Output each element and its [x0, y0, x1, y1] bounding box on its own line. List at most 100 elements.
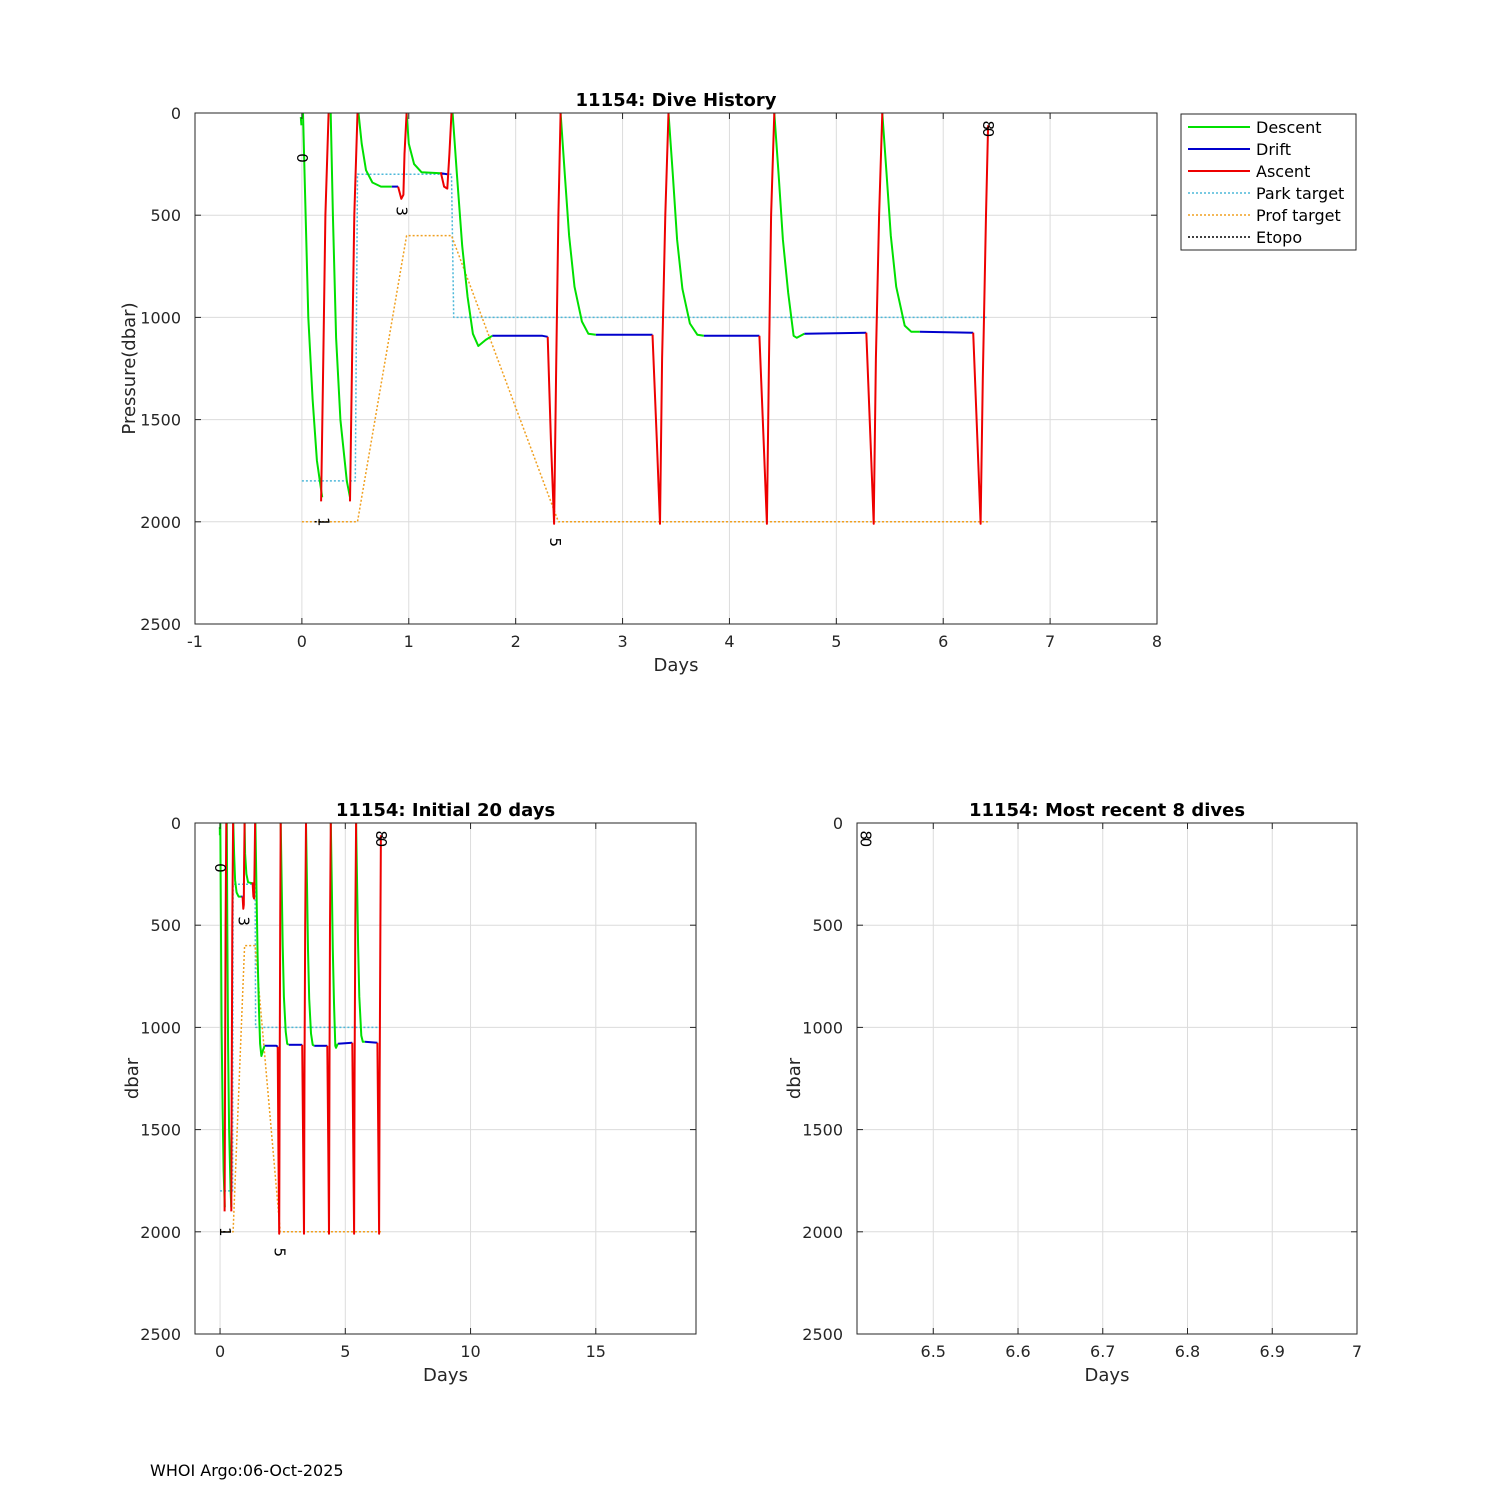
profile-label: 0: [979, 128, 997, 138]
chart-title: 11154: Dive History: [576, 90, 777, 111]
ascent-line: [439, 113, 453, 190]
x-tick-label: 4: [724, 632, 734, 651]
descent-line: [773, 113, 805, 339]
y-tick-label: 1500: [140, 411, 181, 430]
plot-area: [195, 823, 696, 1334]
legend-box: [1180, 113, 1357, 251]
y-tick-label: 1500: [140, 1121, 181, 1140]
ascent-line: [326, 823, 332, 1235]
descent-line: [357, 113, 392, 188]
y-tick-label: 2000: [802, 1223, 843, 1242]
ascent-line: [241, 823, 246, 910]
x-tick-label: 3: [617, 632, 627, 651]
descent-line: [329, 113, 351, 498]
axes-frame: [194, 112, 1158, 625]
prof_target-line: [301, 234, 989, 523]
ascent-line: [320, 113, 330, 502]
ascent-line: [651, 113, 670, 525]
footer-text: WHOI Argo:06-Oct-2025: [150, 1461, 344, 1480]
descent-line: [305, 823, 315, 1047]
x-tick-label: 1: [404, 632, 414, 651]
x-tick-label: 2: [511, 632, 521, 651]
legend-label: Descent: [1256, 118, 1322, 137]
profile-label: 5: [270, 1247, 288, 1257]
ascent-line: [349, 113, 359, 502]
profile-label: 5: [546, 537, 564, 547]
drift-line: [337, 1041, 353, 1045]
descent-line: [302, 113, 324, 498]
profile-label: 3: [234, 916, 252, 926]
data-layer: [299, 113, 990, 525]
x-tick-label: 6.8: [1175, 1342, 1200, 1361]
x-tick-label: 0: [215, 1342, 225, 1361]
y-tick-label: 2000: [140, 1223, 181, 1242]
y-tick-label: 0: [171, 814, 181, 833]
y-tick-label: 1500: [802, 1121, 843, 1140]
x-tick-label: 8: [1152, 632, 1162, 651]
x-tick-label: 6.5: [921, 1342, 946, 1361]
profile-label: 0: [211, 863, 229, 873]
ascent-line: [223, 823, 228, 1212]
drift-line: [264, 1044, 279, 1048]
park_target-line: [220, 883, 381, 1192]
descent-line: [299, 117, 303, 126]
x-tick-label: 5: [340, 1342, 350, 1361]
chart-title: 11154: Initial 20 days: [336, 800, 555, 821]
x-tick-label: 7: [1352, 1342, 1362, 1361]
y-tick-label: 1000: [140, 1018, 181, 1037]
ascent-line: [251, 823, 257, 900]
x-axis-label: Days: [1085, 1365, 1130, 1386]
ascent-line: [546, 113, 562, 525]
y-axis-label: dbar: [122, 1057, 143, 1099]
legend: Descent Drift Ascent Park target Prof target…: [1180, 113, 1357, 251]
x-tick-label: 7: [1045, 632, 1055, 651]
x-tick-label: 10: [460, 1342, 480, 1361]
descent-line: [279, 823, 290, 1046]
legend-label: Park target: [1256, 184, 1344, 203]
descent-line: [559, 113, 596, 336]
y-tick-label: 1000: [802, 1018, 843, 1037]
descent-line: [405, 113, 441, 175]
descent-line: [329, 823, 339, 1049]
descent-line: [355, 823, 365, 1043]
profile-label: 0: [856, 838, 874, 848]
y-tick-label: 2500: [140, 1325, 181, 1344]
x-tick-label: 6.9: [1260, 1342, 1285, 1361]
y-tick-label: 0: [171, 104, 181, 123]
x-tick-label: 5: [831, 632, 841, 651]
descent-line: [232, 823, 242, 898]
descent-line: [881, 113, 920, 333]
plot-area: [195, 113, 1157, 624]
ascent-line: [376, 835, 382, 1235]
profile-label: 3: [392, 206, 410, 216]
descent-line: [254, 823, 266, 1057]
y-tick-label: 2500: [802, 1325, 843, 1344]
y-axis-label: Pressure(dbar): [119, 302, 140, 434]
x-tick-label: 6: [938, 632, 948, 651]
x-tick-label: -1: [187, 632, 203, 651]
y-tick-label: 2500: [140, 615, 181, 634]
y-tick-label: 1000: [140, 308, 181, 327]
drift-line: [804, 331, 867, 335]
profile-label: 8: [372, 830, 390, 840]
plot-area: [857, 823, 1357, 1334]
ascent-line: [397, 113, 408, 200]
x-tick-label: 6.6: [1005, 1342, 1030, 1361]
profile-label: 8: [857, 831, 875, 841]
descent-line: [451, 113, 493, 347]
descent-line: [667, 113, 704, 337]
x-tick-label: 6.7: [1090, 1342, 1115, 1361]
x-axis-label: Days: [423, 1365, 468, 1386]
data-layer: [218, 823, 382, 1235]
legend-label: Etopo: [1256, 228, 1302, 247]
legend-label: Prof target: [1256, 206, 1341, 225]
y-axis-label: dbar: [784, 1057, 805, 1099]
prof_target-line: [220, 944, 381, 1233]
ascent-line: [351, 823, 358, 1235]
ascent-line: [758, 113, 776, 525]
ascent-line: [230, 823, 235, 1212]
drift-line: [919, 330, 974, 334]
